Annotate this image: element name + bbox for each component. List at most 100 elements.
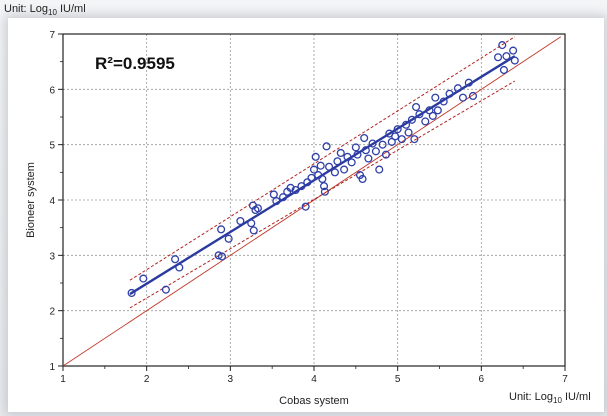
data-point	[307, 173, 316, 182]
data-point	[316, 161, 325, 170]
y-tick-label: 2	[49, 307, 55, 318]
data-point	[431, 93, 440, 102]
x-tick-label: 3	[228, 374, 234, 385]
data-point	[330, 168, 339, 177]
data-point	[325, 162, 334, 171]
data-point	[272, 197, 281, 206]
r-squared-annotation: R²=0.9595	[95, 54, 175, 73]
data-point	[445, 89, 454, 98]
data-point	[378, 140, 387, 149]
data-point	[347, 158, 356, 167]
y-tick-label: 7	[49, 30, 55, 41]
x-tick-label: 5	[395, 374, 401, 385]
upper-confidence-line	[129, 36, 516, 281]
data-point	[468, 91, 478, 101]
data-point	[311, 152, 320, 161]
data-point	[397, 135, 406, 144]
data-point	[278, 193, 288, 202]
y-tick-label: 6	[49, 85, 55, 96]
x-axis-title: Cobas system	[279, 395, 349, 407]
data-point	[247, 219, 256, 228]
data-point	[224, 234, 233, 243]
x-tick-label: 1	[60, 374, 66, 385]
unit-label-top: Unit: Log10 IU/ml	[4, 3, 86, 17]
unit-top-subscript: 10	[48, 8, 57, 18]
lower-confidence-line	[129, 80, 516, 309]
data-point	[404, 128, 413, 137]
data-point	[343, 152, 352, 161]
data-point	[214, 251, 223, 260]
unit-bottom-suffix: IU/ml	[561, 391, 591, 403]
data-point	[303, 178, 312, 187]
data-point	[269, 190, 278, 199]
data-point	[236, 216, 245, 226]
data-point	[439, 97, 448, 106]
data-point	[410, 135, 419, 144]
data-point	[499, 65, 508, 75]
data-point	[509, 46, 518, 55]
data-point	[364, 154, 373, 163]
unit-label-bottom: Unit: Log10 IU/ml	[509, 391, 591, 405]
data-point	[458, 93, 467, 102]
y-axis-title: Bioneer system	[25, 162, 37, 238]
data-point	[453, 84, 462, 93]
data-point	[391, 132, 400, 141]
data-point	[428, 111, 437, 120]
data-point	[309, 165, 319, 174]
data-point	[464, 78, 473, 87]
data-point	[319, 182, 329, 191]
data-point	[139, 274, 148, 283]
y-tick-label: 5	[49, 141, 55, 152]
x-tick-label: 6	[479, 374, 485, 385]
data-point	[360, 133, 369, 143]
data-point	[127, 288, 136, 298]
data-point	[421, 117, 430, 126]
axis-ticks: 1 2 3 4 5 6 7 1 2 3 4 5 6 7	[49, 30, 568, 385]
data-point	[375, 165, 384, 174]
data-point	[401, 120, 411, 129]
data-point	[358, 174, 367, 184]
data-point	[217, 225, 226, 234]
y-tick-label: 3	[49, 251, 55, 262]
data-point	[297, 182, 306, 191]
data-point	[415, 110, 424, 119]
data-point	[371, 147, 380, 156]
data-point	[412, 102, 421, 112]
data-points	[127, 41, 519, 298]
data-point	[407, 115, 416, 124]
data-point	[510, 56, 519, 65]
unit-top-suffix: IU/ml	[56, 3, 86, 15]
data-point	[381, 150, 391, 159]
data-point	[291, 185, 300, 195]
data-point	[322, 142, 331, 151]
reference-lines	[62, 36, 562, 367]
data-point	[368, 139, 377, 148]
y-tick-label: 4	[49, 196, 55, 207]
unit-bottom-subscript: 10	[553, 396, 562, 406]
x-tick-label: 2	[144, 374, 150, 385]
data-point	[336, 148, 345, 158]
data-point	[502, 52, 511, 61]
data-point	[217, 252, 227, 261]
data-point	[333, 157, 342, 166]
data-point	[361, 146, 370, 155]
data-point	[433, 106, 442, 115]
data-point	[318, 174, 327, 184]
identity-line	[62, 36, 562, 367]
x-tick-label: 7	[562, 374, 568, 385]
data-point	[353, 150, 362, 159]
data-point	[393, 125, 402, 134]
data-point	[175, 263, 184, 272]
data-point	[253, 204, 262, 213]
data-point	[320, 187, 329, 196]
unit-top-prefix: Unit: Log	[4, 3, 49, 15]
data-point	[249, 226, 258, 235]
data-point	[351, 143, 360, 152]
x-tick-label: 4	[311, 374, 317, 385]
data-point	[161, 285, 170, 294]
y-tick-label: 1	[49, 362, 55, 373]
chart-panel	[8, 18, 604, 412]
unit-bottom-prefix: Unit: Log	[509, 391, 554, 403]
data-point	[340, 165, 349, 174]
